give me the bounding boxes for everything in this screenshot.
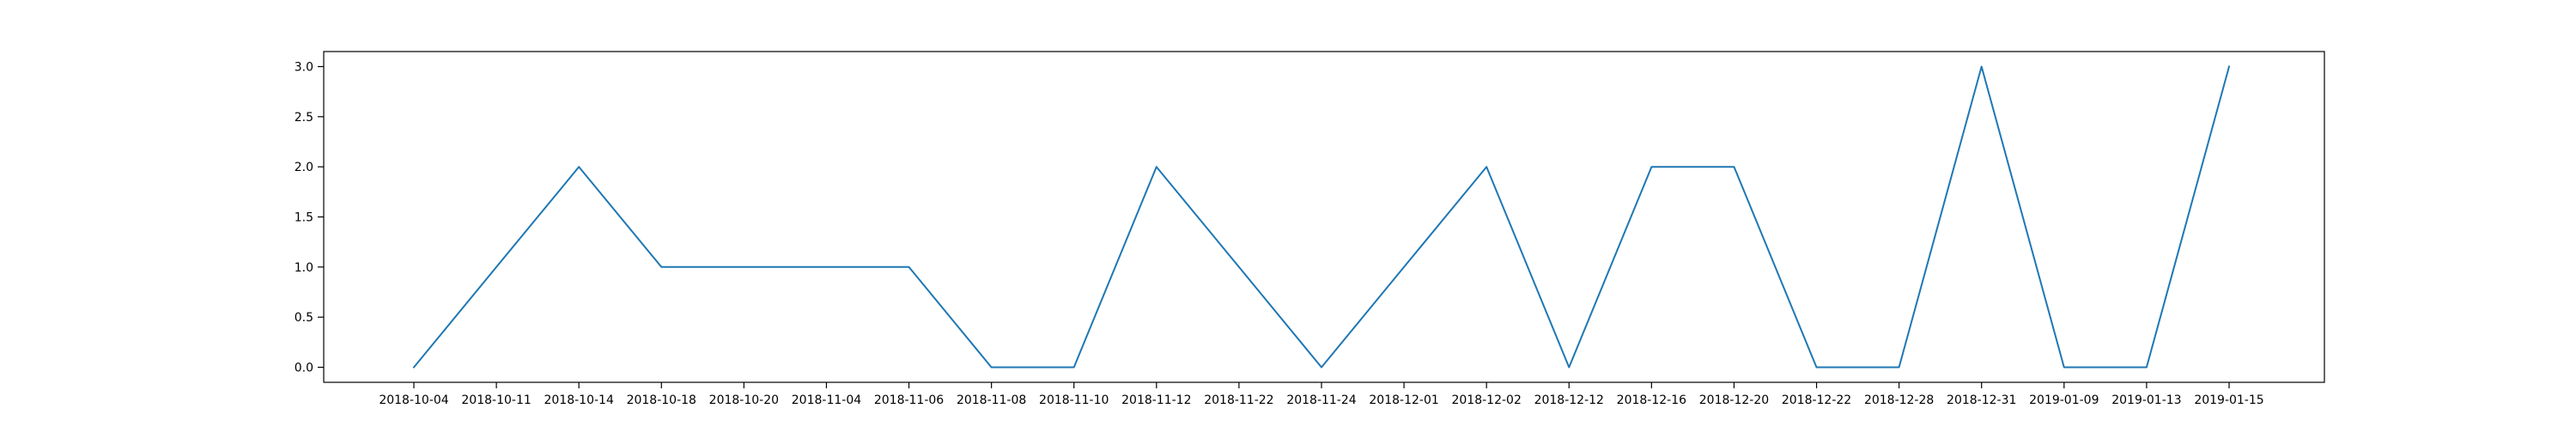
- x-tick-label: 2018-12-31: [1947, 393, 2016, 407]
- x-tick-label: 2018-10-14: [544, 393, 613, 407]
- y-tick-label: 0.0: [295, 362, 313, 375]
- x-tick-label: 2018-11-24: [1286, 393, 1356, 407]
- x-tick-label: 2018-10-11: [461, 393, 531, 407]
- x-tick-label: 2018-10-04: [379, 393, 448, 407]
- x-tick-label: 2018-10-18: [627, 393, 696, 407]
- y-tick-label: 1.5: [295, 211, 313, 225]
- x-tick-label: 2018-11-04: [792, 393, 861, 407]
- x-tick-label: 2019-01-13: [2111, 393, 2181, 407]
- x-tick-label: 2018-12-02: [1451, 393, 1521, 407]
- x-tick-label: 2019-01-09: [2029, 393, 2099, 407]
- y-tick-label: 2.5: [295, 111, 313, 125]
- y-tick-label: 0.5: [295, 311, 313, 325]
- x-tick-label: 2018-11-06: [874, 393, 944, 407]
- x-tick-label: 2018-12-12: [1534, 393, 1604, 407]
- x-tick-label: 2018-12-01: [1369, 393, 1438, 407]
- x-tick-label: 2018-12-22: [1782, 393, 1851, 407]
- y-axis: 0.0 0.5 1.0 1.5 2.0 2.5 3.0: [295, 61, 324, 375]
- y-tick-label: 3.0: [295, 61, 313, 75]
- x-tick-label: 2018-11-10: [1039, 393, 1109, 407]
- plot-area: [412, 65, 2231, 369]
- x-tick-label: 2018-12-20: [1699, 393, 1769, 407]
- x-tick-label: 2018-10-20: [709, 393, 779, 407]
- x-tick-label: 2019-01-15: [2194, 393, 2263, 407]
- x-tick-label: 2018-11-08: [957, 393, 1026, 407]
- x-axis: 2018-10-04 2018-10-11 2018-10-14 2018-10-18…: [379, 382, 2264, 407]
- y-tick-label: 2.0: [295, 161, 313, 174]
- x-tick-label: 2018-11-12: [1121, 393, 1191, 407]
- x-tick-label: 2018-11-22: [1204, 393, 1273, 407]
- series-line: [412, 65, 2231, 369]
- x-tick-label: 2018-12-16: [1617, 393, 1686, 407]
- y-tick-label: 1.0: [295, 261, 313, 275]
- x-tick-label: 2018-12-28: [1864, 393, 1934, 407]
